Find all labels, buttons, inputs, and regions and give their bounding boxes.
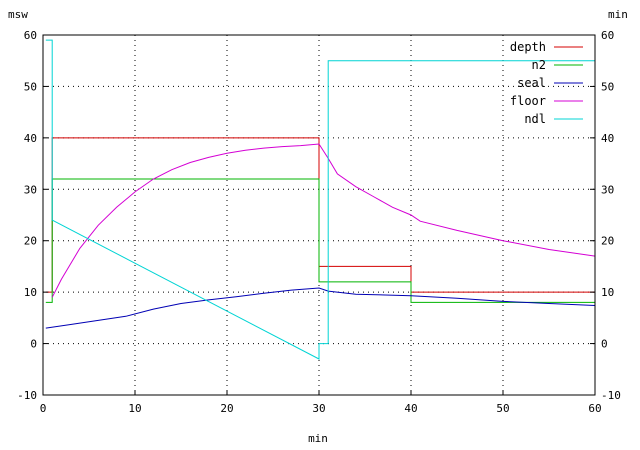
series-layer	[45, 39, 596, 360]
x-tick-label: 30	[312, 402, 325, 415]
y-tick-label-left: 60	[24, 29, 37, 42]
legend-label-floor: floor	[510, 94, 546, 108]
y-tick-label-left: 20	[24, 235, 37, 248]
legend: depth n2 seal floor ndl	[510, 40, 583, 126]
x-tick-label: 20	[220, 402, 233, 415]
series-line-ndl	[45, 39, 595, 360]
y-tick-label-left: 0	[30, 338, 37, 351]
series-line-seal	[45, 287, 596, 329]
y-tick-label-right: 0	[601, 338, 608, 351]
x-tick-label: 50	[496, 402, 509, 415]
y-tick-label-right: -10	[601, 389, 621, 402]
x-tick-label: 0	[40, 402, 47, 415]
y-tick-label-left: 10	[24, 286, 37, 299]
y-tick-label-right: 10	[601, 286, 614, 299]
x-tick-label: 60	[588, 402, 601, 415]
y-tick-label-right: 60	[601, 29, 614, 42]
legend-label-n2: n2	[532, 58, 546, 72]
x-tick-label: 40	[404, 402, 417, 415]
y-tick-label-left: 30	[24, 183, 37, 196]
y-tick-label-left: -10	[17, 389, 37, 402]
y-axis-label-right: min	[608, 8, 628, 21]
x-tick-label: 10	[128, 402, 141, 415]
legend-label-seal: seal	[517, 76, 546, 90]
series-line-n2	[45, 178, 595, 303]
y-tick-label-left: 50	[24, 80, 37, 93]
y-axis-label-left: msw	[8, 8, 28, 21]
legend-label-depth: depth	[510, 40, 546, 54]
series-line-depth	[45, 137, 595, 293]
y-tick-label-right: 50	[601, 80, 614, 93]
series-line-floor	[51, 143, 596, 298]
y-tick-label-right: 30	[601, 183, 614, 196]
legend-label-ndl: ndl	[524, 112, 546, 126]
y-tick-label-right: 40	[601, 132, 614, 145]
y-tick-label-left: 40	[24, 132, 37, 145]
x-axis-label: min	[308, 432, 328, 445]
y-tick-label-right: 20	[601, 235, 614, 248]
